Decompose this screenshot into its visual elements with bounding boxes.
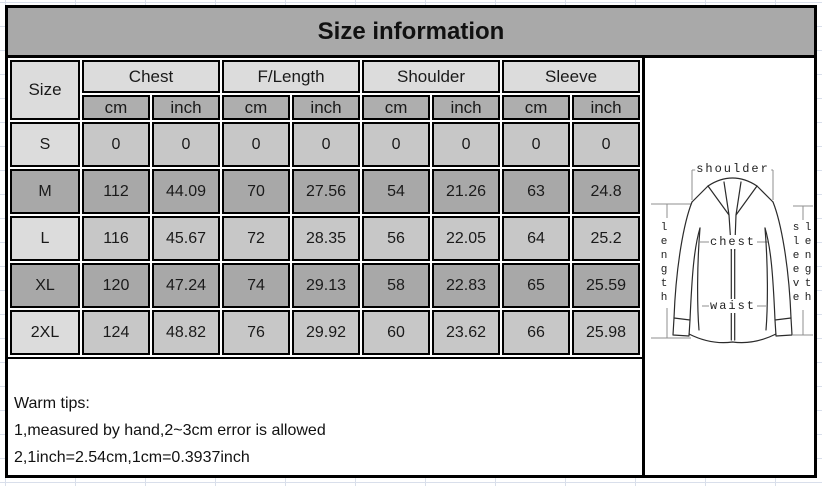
value-cell: 112	[82, 169, 150, 214]
unit-header: inch	[572, 95, 641, 120]
table-row-2xl: 2XL 124 48.82 76 29.92 60 23.62 66 25.98	[10, 310, 641, 355]
table-row-m: M 112 44.09 70 27.56 54 21.26 63 24.8	[10, 169, 641, 214]
value-cell: 0	[152, 122, 221, 167]
shoulder-group-header: Shoulder	[362, 60, 501, 93]
value-cell: 0	[82, 122, 150, 167]
size-label: L	[10, 216, 80, 261]
shoulder-dimension-label: shoulder	[695, 162, 771, 176]
value-cell: 44.09	[152, 169, 221, 214]
sleeve-length-dimension-label-1: sleeve	[790, 222, 802, 306]
sleeve-length-dimension-label-2: length	[802, 222, 814, 306]
value-cell: 27.56	[292, 169, 361, 214]
value-cell: 25.98	[572, 310, 641, 355]
value-cell: 0	[362, 122, 431, 167]
value-cell: 48.82	[152, 310, 221, 355]
unit-header: inch	[432, 95, 501, 120]
length-dimension-label: length	[658, 222, 670, 306]
unit-header: cm	[502, 95, 571, 120]
value-cell: 60	[362, 310, 431, 355]
value-cell: 72	[222, 216, 291, 261]
chest-group-header: Chest	[82, 60, 221, 93]
value-cell: 0	[502, 122, 571, 167]
table-section: Size Chest F/Length Shoulder Sleeve cm i…	[8, 58, 645, 475]
waist-dimension-label: waist	[708, 299, 758, 313]
value-cell: 29.13	[292, 263, 361, 308]
shirt-diagram	[651, 169, 813, 344]
value-cell: 124	[82, 310, 150, 355]
unit-header: inch	[152, 95, 221, 120]
size-table: Size Chest F/Length Shoulder Sleeve cm i…	[8, 58, 642, 357]
value-cell: 45.67	[152, 216, 221, 261]
value-cell: 22.05	[432, 216, 501, 261]
value-cell: 0	[572, 122, 641, 167]
size-column-header: Size	[10, 60, 80, 120]
page-title: Size information	[8, 8, 814, 58]
value-cell: 25.59	[572, 263, 641, 308]
warm-tips-heading: Warm tips:	[14, 395, 90, 412]
unit-header: cm	[362, 95, 431, 120]
value-cell: 54	[362, 169, 431, 214]
value-cell: 66	[502, 310, 571, 355]
measurement-diagram-panel: shoulder chest waist length sleeve lengt…	[645, 58, 814, 475]
table-row-l: L 116 45.67 72 28.35 56 22.05 64 25.2	[10, 216, 641, 261]
value-cell: 74	[222, 263, 291, 308]
value-cell: 21.26	[432, 169, 501, 214]
value-cell: 65	[502, 263, 571, 308]
value-cell: 24.8	[572, 169, 641, 214]
unit-header-row: cm inch cm inch cm inch cm inch	[10, 95, 641, 120]
unit-header: inch	[292, 95, 361, 120]
group-header-row: Size Chest F/Length Shoulder Sleeve	[10, 60, 641, 120]
size-label: M	[10, 169, 80, 214]
value-cell: 25.2	[572, 216, 641, 261]
value-cell: 0	[292, 122, 361, 167]
value-cell: 28.35	[292, 216, 361, 261]
value-cell: 29.92	[292, 310, 361, 355]
value-cell: 56	[362, 216, 431, 261]
value-cell: 64	[502, 216, 571, 261]
size-label: 2XL	[10, 310, 80, 355]
unit-header: cm	[222, 95, 291, 120]
value-cell: 116	[82, 216, 150, 261]
table-row-xl: XL 120 47.24 74 29.13 58 22.83 65 25.59	[10, 263, 641, 308]
value-cell: 58	[362, 263, 431, 308]
value-cell: 47.24	[152, 263, 221, 308]
size-label: XL	[10, 263, 80, 308]
value-cell: 22.83	[432, 263, 501, 308]
chest-dimension-label: chest	[708, 235, 758, 249]
sleeve-group-header: Sleeve	[502, 60, 641, 93]
warm-tips-line: 2,1inch=2.54cm,1cm=0.3937inch	[14, 449, 250, 466]
value-cell: 0	[432, 122, 501, 167]
value-cell: 76	[222, 310, 291, 355]
flength-group-header: F/Length	[222, 60, 361, 93]
value-cell: 0	[222, 122, 291, 167]
size-label: S	[10, 122, 80, 167]
value-cell: 63	[502, 169, 571, 214]
value-cell: 120	[82, 263, 150, 308]
warm-tips-line: 1,measured by hand,2~3cm error is allowe…	[14, 422, 326, 439]
warm-tips: Warm tips: 1,measured by hand,2~3cm erro…	[8, 357, 642, 475]
value-cell: 23.62	[432, 310, 501, 355]
value-cell: 70	[222, 169, 291, 214]
unit-header: cm	[82, 95, 150, 120]
size-chart-sheet: Size information Size Chest F/Length Sho…	[5, 5, 817, 478]
sheet-content: Size Chest F/Length Shoulder Sleeve cm i…	[8, 58, 814, 475]
table-row-s: S 0 0 0 0 0 0 0 0	[10, 122, 641, 167]
